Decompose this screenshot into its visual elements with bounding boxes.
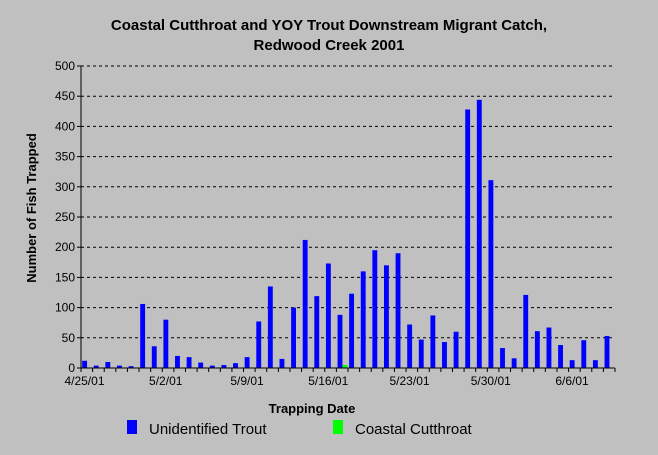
bar-unidentified-trout [116,365,122,368]
bar-unidentified-trout [442,342,447,368]
bar-unidentified-trout [372,250,378,368]
bar-unidentified-trout [233,363,238,368]
y-tick-label: 0 [68,361,75,375]
bar-unidentified-trout [267,286,273,368]
y-tick-label: 100 [55,301,75,315]
y-tick-label: 250 [55,210,75,224]
legend-swatch-coastal-cutthroat [333,420,343,434]
bar-unidentified-trout [82,360,88,368]
bar-unidentified-trout [221,364,227,368]
legend-swatch-unidentified-trout [127,420,137,434]
bar-unidentified-trout [592,360,598,368]
bar-unidentified-trout [93,365,99,368]
bar-unidentified-trout [383,265,389,368]
bar-unidentified-trout [430,315,436,368]
bar-unidentified-trout [453,331,459,368]
x-tick-label: 5/2/01 [149,374,183,388]
y-tick-label: 200 [55,240,75,254]
x-tick-label: 6/6/01 [555,374,589,388]
y-axis-label: Number of Fish Trapped [24,133,39,283]
bar-unidentified-trout [604,335,610,368]
bar-unidentified-trout [175,355,180,368]
bar-unidentified-trout [140,303,146,368]
bar-unidentified-trout [546,327,552,368]
x-tick-label: 5/16/01 [308,374,348,388]
bar-unidentified-trout [186,357,192,368]
bar-unidentified-trout [488,180,494,368]
bar-unidentified-trout [198,362,204,368]
bar-unidentified-trout [256,321,262,368]
legend-label-coastal-cutthroat: Coastal Cutthroat [355,421,473,438]
bar-unidentified-trout [360,271,366,368]
y-ticks: 0 50 100 150 200 250 300 350 400 450 500 [55,59,81,375]
x-tick-label: 4/25/01 [64,374,104,388]
bar-unidentified-trout [325,263,331,368]
bar-coastal-cutthroat [342,364,348,368]
x-tick-label: 5/23/01 [390,374,430,388]
bar-unidentified-trout [314,296,320,368]
bar-unidentified-trout [163,319,169,368]
y-tick-label: 50 [62,331,76,345]
bar-unidentified-trout [581,340,587,368]
bar-unidentified-trout [349,293,355,368]
y-tick-label: 150 [55,270,75,284]
bar-unidentified-trout [465,109,471,368]
bar-unidentified-trout [128,366,134,368]
bar-unidentified-trout [418,339,424,368]
legend: Unidentified Trout Coastal Cutthroat [127,420,473,438]
bar-unidentified-trout [476,99,482,368]
bar-unidentified-trout [151,346,157,368]
bar-unidentified-trout [407,324,413,368]
y-tick-label: 350 [55,150,75,164]
bar-unidentified-trout [337,314,343,368]
legend-label-unidentified-trout: Unidentified Trout [149,421,267,438]
bar-unidentified-trout [569,360,575,368]
bar-unidentified-trout [534,331,540,368]
y-tick-label: 500 [55,59,75,73]
x-axis-label: Trapping Date [269,401,356,416]
bar-unidentified-trout [291,307,296,368]
bar-unidentified-trout [500,348,505,368]
y-tick-label: 400 [55,119,75,133]
bar-unidentified-trout [279,358,285,368]
bar-unidentified-trout [302,239,308,368]
bar-unidentified-trout [523,294,529,368]
bar-unidentified-trout [209,365,215,368]
y-tick-label: 450 [55,89,75,103]
bar-unidentified-trout [244,357,250,368]
bar-unidentified-trout [105,361,111,368]
chart-title: Coastal Cutthroat and YOY Trout Downstre… [111,17,547,34]
bar-unidentified-trout [558,345,563,368]
bars [82,99,610,368]
x-tick-label: 5/30/01 [471,374,511,388]
y-tick-label: 300 [55,180,75,194]
chart-subtitle: Redwood Creek 2001 [254,37,405,54]
bar-unidentified-trout [395,253,401,368]
x-ticks: 4/25/01 5/2/01 5/9/01 5/16/01 5/23/01 5/30/01… [64,368,616,388]
x-tick-label: 5/9/01 [230,374,264,388]
bar-unidentified-trout [511,358,517,368]
